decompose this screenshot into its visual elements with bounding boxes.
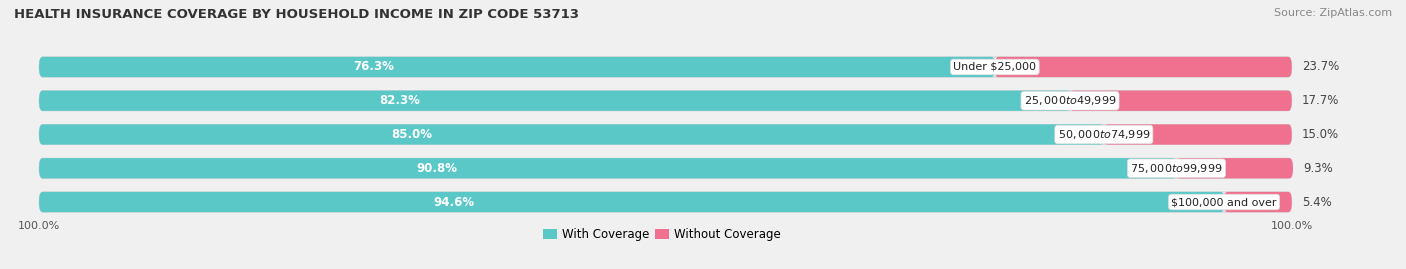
Text: $100,000 and over: $100,000 and over	[1171, 197, 1277, 207]
Text: 90.8%: 90.8%	[416, 162, 458, 175]
FancyBboxPatch shape	[1225, 192, 1292, 212]
Text: Under $25,000: Under $25,000	[953, 62, 1036, 72]
FancyBboxPatch shape	[39, 91, 1070, 111]
FancyBboxPatch shape	[1177, 158, 1294, 178]
Text: 76.3%: 76.3%	[353, 61, 394, 73]
FancyBboxPatch shape	[39, 158, 1292, 178]
Text: $50,000 to $74,999: $50,000 to $74,999	[1057, 128, 1150, 141]
Text: 23.7%: 23.7%	[1302, 61, 1339, 73]
FancyBboxPatch shape	[39, 91, 1292, 111]
Text: Source: ZipAtlas.com: Source: ZipAtlas.com	[1274, 8, 1392, 18]
FancyBboxPatch shape	[39, 124, 1292, 145]
Text: $75,000 to $99,999: $75,000 to $99,999	[1130, 162, 1223, 175]
Text: HEALTH INSURANCE COVERAGE BY HOUSEHOLD INCOME IN ZIP CODE 53713: HEALTH INSURANCE COVERAGE BY HOUSEHOLD I…	[14, 8, 579, 21]
Text: 100.0%: 100.0%	[1271, 221, 1313, 231]
FancyBboxPatch shape	[39, 192, 1225, 212]
Text: 94.6%: 94.6%	[433, 196, 474, 208]
Text: 100.0%: 100.0%	[18, 221, 60, 231]
FancyBboxPatch shape	[39, 124, 1104, 145]
FancyBboxPatch shape	[39, 192, 1292, 212]
Text: 5.4%: 5.4%	[1302, 196, 1331, 208]
FancyBboxPatch shape	[39, 57, 995, 77]
FancyBboxPatch shape	[39, 158, 1177, 178]
FancyBboxPatch shape	[1070, 91, 1292, 111]
Text: $25,000 to $49,999: $25,000 to $49,999	[1024, 94, 1116, 107]
Legend: With Coverage, Without Coverage: With Coverage, Without Coverage	[538, 223, 786, 246]
Text: 9.3%: 9.3%	[1303, 162, 1333, 175]
FancyBboxPatch shape	[1104, 124, 1292, 145]
Text: 17.7%: 17.7%	[1302, 94, 1339, 107]
Text: 82.3%: 82.3%	[380, 94, 420, 107]
FancyBboxPatch shape	[995, 57, 1292, 77]
Text: 85.0%: 85.0%	[391, 128, 432, 141]
Text: 15.0%: 15.0%	[1302, 128, 1339, 141]
FancyBboxPatch shape	[39, 57, 1292, 77]
